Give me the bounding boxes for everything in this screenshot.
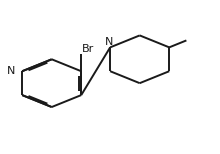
Text: Br: Br (82, 44, 95, 54)
Text: N: N (7, 66, 15, 76)
Text: N: N (105, 37, 113, 47)
